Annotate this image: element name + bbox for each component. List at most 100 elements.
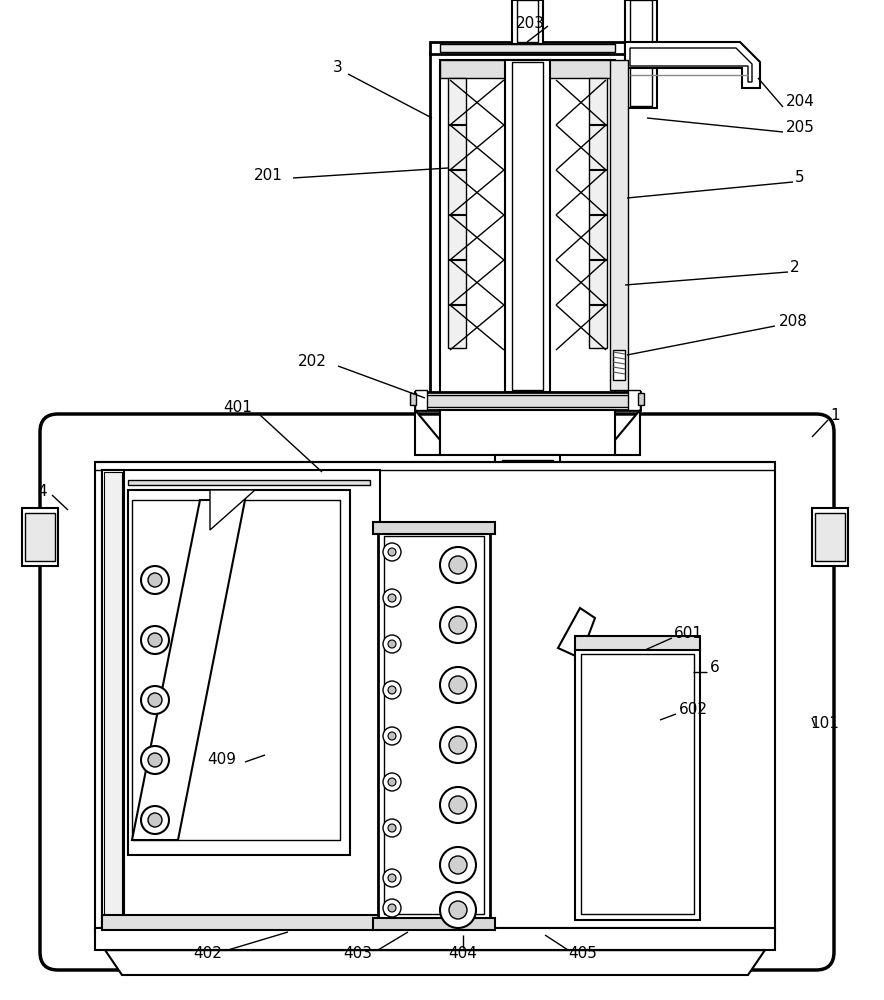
Bar <box>448 78 466 348</box>
Bar <box>410 393 416 405</box>
Circle shape <box>388 548 396 556</box>
Text: 401: 401 <box>224 400 253 416</box>
Text: 601: 601 <box>674 626 703 641</box>
Text: 1: 1 <box>830 408 840 422</box>
Circle shape <box>383 681 401 699</box>
Circle shape <box>449 676 467 694</box>
Bar <box>373 522 495 534</box>
Bar <box>104 472 122 926</box>
Bar <box>502 460 553 653</box>
Circle shape <box>383 543 401 561</box>
Text: 3: 3 <box>333 60 343 76</box>
Bar <box>22 508 58 566</box>
Bar <box>625 0 657 108</box>
Circle shape <box>141 626 169 654</box>
Circle shape <box>383 727 401 745</box>
Circle shape <box>388 732 396 740</box>
Polygon shape <box>558 608 595 658</box>
Polygon shape <box>132 500 245 840</box>
Circle shape <box>141 746 169 774</box>
Text: 202: 202 <box>298 355 326 369</box>
Bar <box>638 393 644 405</box>
Circle shape <box>388 904 396 912</box>
Bar <box>589 78 607 348</box>
Bar <box>102 470 380 928</box>
Bar <box>95 928 775 950</box>
Polygon shape <box>415 410 440 455</box>
Circle shape <box>383 899 401 917</box>
Bar <box>430 52 625 402</box>
Circle shape <box>440 787 476 823</box>
Polygon shape <box>105 950 765 975</box>
Text: 2: 2 <box>790 260 800 275</box>
Bar <box>815 513 845 561</box>
Text: 409: 409 <box>208 752 237 768</box>
Circle shape <box>449 736 467 754</box>
Circle shape <box>388 594 396 602</box>
Polygon shape <box>630 48 752 82</box>
Bar <box>430 42 625 54</box>
Text: 201: 201 <box>254 167 282 182</box>
Bar <box>628 390 640 410</box>
Bar <box>440 44 615 52</box>
Bar <box>495 455 560 655</box>
Circle shape <box>148 573 162 587</box>
Text: 402: 402 <box>194 946 223 962</box>
Text: 204: 204 <box>786 95 814 109</box>
Polygon shape <box>210 490 255 530</box>
Bar <box>440 60 615 395</box>
Text: 403: 403 <box>344 946 372 962</box>
Bar <box>384 536 484 914</box>
Bar <box>373 918 495 930</box>
Circle shape <box>449 556 467 574</box>
Polygon shape <box>128 480 370 485</box>
Circle shape <box>440 667 476 703</box>
Bar <box>610 60 628 390</box>
Bar <box>505 60 550 392</box>
Circle shape <box>383 819 401 837</box>
Circle shape <box>449 616 467 634</box>
Circle shape <box>388 640 396 648</box>
Text: 405: 405 <box>568 946 598 962</box>
Bar <box>378 530 490 920</box>
Circle shape <box>383 635 401 653</box>
Bar <box>415 390 427 410</box>
Circle shape <box>383 773 401 791</box>
Bar <box>95 462 775 930</box>
Bar <box>102 915 380 930</box>
Circle shape <box>383 869 401 887</box>
Text: 5: 5 <box>796 170 804 186</box>
Bar <box>575 648 700 920</box>
Bar <box>425 395 630 407</box>
Polygon shape <box>625 42 760 88</box>
Bar <box>415 392 640 410</box>
Polygon shape <box>502 652 552 672</box>
Circle shape <box>440 847 476 883</box>
Bar <box>440 60 615 78</box>
Circle shape <box>449 901 467 919</box>
Text: 203: 203 <box>515 16 545 31</box>
Text: 101: 101 <box>811 716 840 730</box>
Circle shape <box>440 607 476 643</box>
Bar <box>512 0 543 44</box>
Circle shape <box>148 693 162 707</box>
Circle shape <box>383 589 401 607</box>
Circle shape <box>440 547 476 583</box>
Circle shape <box>440 892 476 928</box>
Bar <box>517 0 538 42</box>
Text: 4: 4 <box>37 485 47 499</box>
Text: 205: 205 <box>786 120 814 135</box>
Circle shape <box>148 753 162 767</box>
Bar <box>512 62 543 390</box>
Bar <box>25 513 55 561</box>
Text: 6: 6 <box>710 660 720 676</box>
Bar <box>102 470 124 928</box>
Text: 602: 602 <box>679 702 707 718</box>
Circle shape <box>388 824 396 832</box>
Circle shape <box>388 686 396 694</box>
Text: 208: 208 <box>779 314 807 330</box>
FancyBboxPatch shape <box>40 414 834 970</box>
Circle shape <box>148 633 162 647</box>
Polygon shape <box>615 410 640 455</box>
Bar <box>630 0 652 106</box>
